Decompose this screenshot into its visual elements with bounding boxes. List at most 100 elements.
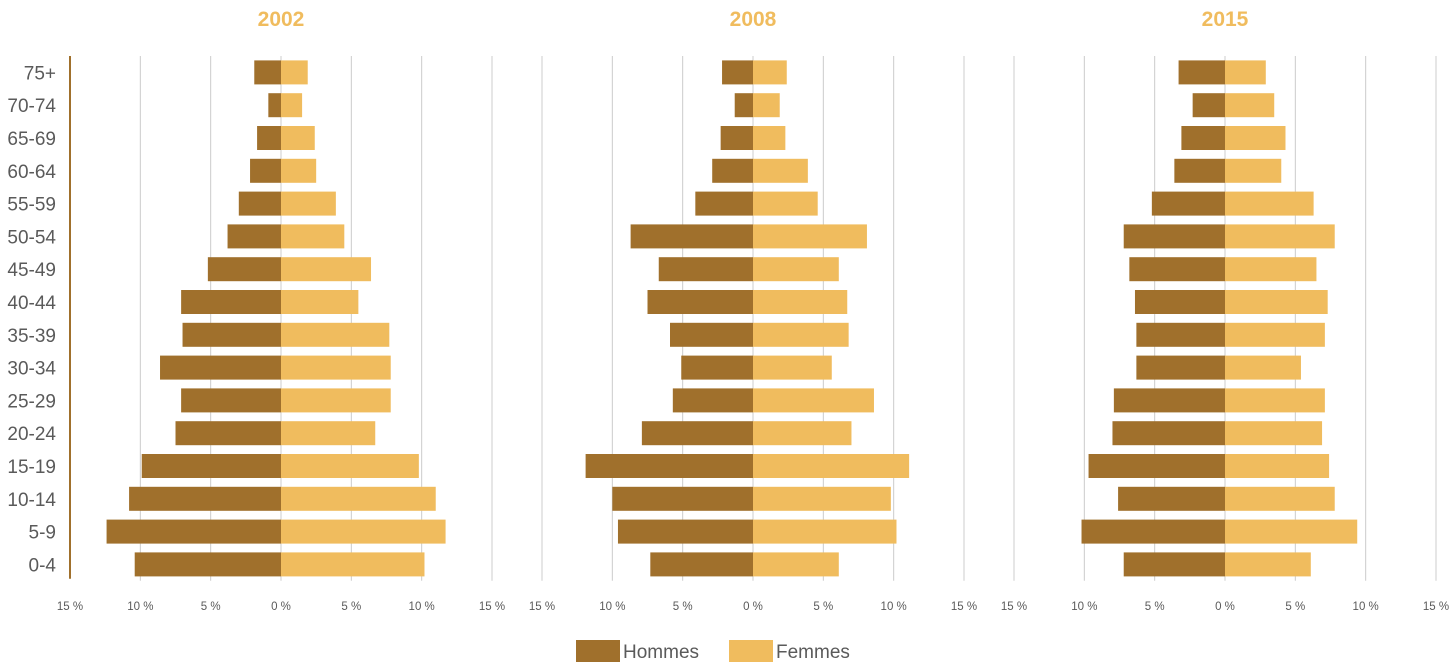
age-label: 30-34 [7, 359, 56, 380]
bar-femmes [753, 158, 808, 183]
x-tick-label: 10 % [599, 601, 625, 613]
bar-femmes [1225, 552, 1311, 577]
x-tick-label: 5 % [1145, 601, 1165, 613]
bar-femmes [753, 552, 839, 577]
bar-hommes [106, 519, 281, 544]
bar-femmes [753, 93, 780, 118]
bar-hommes [681, 355, 753, 380]
legend: Hommes Femmes [576, 640, 850, 662]
bar-hommes [181, 388, 281, 413]
x-tick-label: 15 % [529, 601, 555, 613]
age-label: 15-19 [7, 457, 56, 478]
bar-hommes [720, 126, 753, 150]
age-label: 10-14 [7, 490, 56, 511]
age-label: 5-9 [29, 523, 56, 544]
bar-femmes [753, 224, 867, 249]
bar-femmes [281, 454, 419, 478]
bar-hommes [1192, 93, 1225, 118]
bar-femmes [1225, 519, 1358, 544]
bar-femmes [281, 355, 391, 380]
bar-femmes [1225, 257, 1317, 282]
bar-femmes [753, 486, 891, 511]
x-tick-label: 5 % [813, 601, 833, 613]
bar-hommes [175, 421, 281, 446]
bar-hommes [134, 552, 281, 577]
x-tick-label: 0 % [271, 601, 291, 613]
bar-hommes [647, 290, 753, 314]
bars [106, 60, 1358, 577]
bar-hommes [1134, 290, 1225, 314]
bar-hommes [1123, 224, 1225, 249]
bar-femmes [753, 388, 874, 413]
x-tick-label: 10 % [409, 601, 435, 613]
bar-femmes [281, 93, 303, 118]
age-label: 20-24 [7, 424, 56, 445]
x-tick-label: 15 % [57, 601, 83, 613]
bar-femmes [1225, 191, 1314, 216]
bar-femmes [281, 388, 391, 413]
x-tick-label: 10 % [881, 601, 907, 613]
bar-hommes [630, 224, 753, 249]
bar-hommes [129, 486, 281, 511]
bar-hommes [672, 388, 753, 413]
bar-hommes [695, 191, 753, 216]
bar-femmes [1225, 126, 1286, 150]
x-tick-label: 10 % [127, 601, 153, 613]
bar-femmes [281, 158, 317, 183]
bar-femmes [1225, 421, 1323, 446]
panel-title: 2015 [1202, 8, 1249, 31]
bar-hommes [182, 322, 281, 347]
age-group-labels: 75+ 70-74 65-69 60-64 55-59 50-54 45-49 40-44 35… [7, 63, 56, 576]
legend-swatch-hommes [576, 640, 620, 662]
bar-femmes [753, 60, 787, 85]
age-label: 45-49 [7, 260, 56, 281]
age-label: 65-69 [7, 129, 56, 150]
bar-hommes [160, 355, 281, 380]
bar-hommes [670, 322, 753, 347]
bar-femmes [753, 257, 839, 282]
bar-femmes [281, 322, 390, 347]
bar-femmes [281, 486, 436, 511]
legend-label-hommes: Hommes [623, 642, 699, 662]
bar-hommes [1123, 552, 1225, 577]
bar-hommes [712, 158, 753, 183]
x-tick-label: 5 % [341, 601, 361, 613]
bar-femmes [281, 224, 345, 249]
bar-hommes [268, 93, 281, 118]
bar-femmes [753, 421, 852, 446]
bar-femmes [1225, 158, 1282, 183]
bar-hommes [238, 191, 281, 216]
bar-femmes [281, 60, 308, 85]
bar-hommes [250, 158, 281, 183]
bar-hommes [227, 224, 281, 249]
x-tick-label: 0 % [1215, 601, 1235, 613]
bar-hommes [1151, 191, 1225, 216]
bar-hommes [734, 93, 753, 118]
legend-swatch-femmes [729, 640, 773, 662]
age-label: 55-59 [7, 195, 56, 216]
bar-hommes [1174, 158, 1225, 183]
x-tick-label: 10 % [1071, 601, 1097, 613]
bar-hommes [1088, 454, 1225, 478]
bar-hommes [1112, 421, 1225, 446]
bar-femmes [1225, 388, 1325, 413]
panel-title: 2008 [730, 8, 777, 31]
bar-femmes [1225, 290, 1328, 314]
bar-hommes [257, 126, 281, 150]
age-label: 70-74 [7, 96, 56, 117]
bar-hommes [254, 60, 281, 85]
bar-femmes [753, 290, 848, 314]
bar-femmes [281, 191, 336, 216]
bar-femmes [753, 191, 818, 216]
x-tick-label: 5 % [1285, 601, 1305, 613]
age-label: 75+ [24, 63, 56, 84]
x-tick-label: 5 % [673, 601, 693, 613]
bar-hommes [1178, 60, 1225, 85]
bar-femmes [1225, 60, 1266, 85]
age-label: 60-64 [7, 162, 56, 183]
panel-titles: 2002 2008 2015 [258, 8, 1249, 31]
grid-lines [139, 56, 1437, 581]
bar-femmes [1225, 355, 1301, 380]
bar-hommes [585, 454, 753, 478]
bar-hommes [650, 552, 753, 577]
